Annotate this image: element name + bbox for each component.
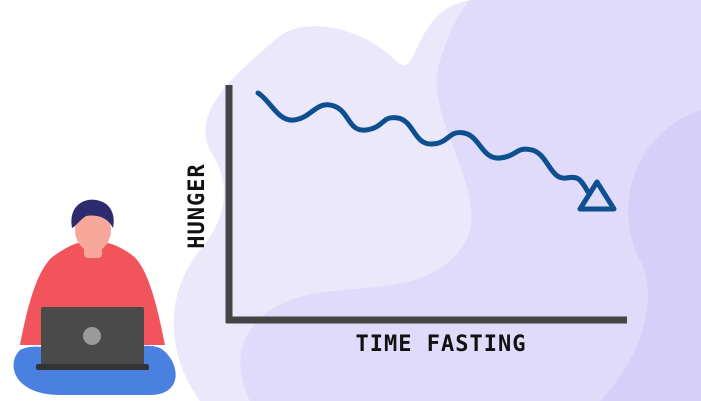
y-axis-label: HUNGER [185, 163, 210, 248]
trend-line [255, 90, 591, 195]
person-illustration [13, 199, 176, 395]
trend-arrowhead [577, 179, 617, 212]
background-blob [240, 0, 701, 401]
x-axis-label: TIME FASTING [356, 332, 527, 357]
background-blob [600, 110, 701, 401]
